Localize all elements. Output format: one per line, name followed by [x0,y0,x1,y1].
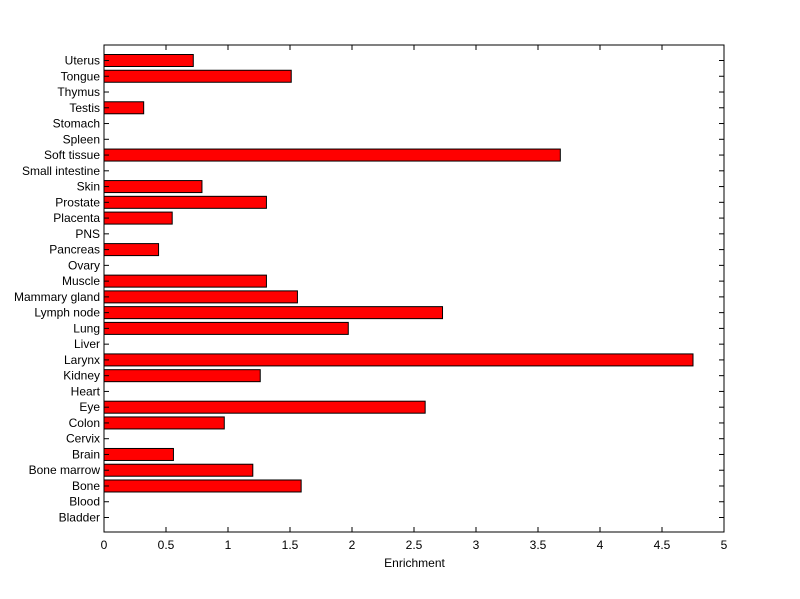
category-label: Small intestine [22,164,100,178]
bar [103,274,267,288]
x-tick-label: 0.5 [158,538,175,552]
bar [103,290,298,304]
plot-area [104,45,724,532]
x-tick-label: 5 [721,538,728,552]
category-label: Prostate [55,195,100,209]
bar [103,321,349,335]
bar [103,101,145,115]
bar [103,180,203,194]
plot-frame [103,44,725,533]
category-label: Lymph node [34,306,100,320]
bar [103,353,694,367]
x-tick-label: 3.5 [530,538,547,552]
category-label: Skin [77,180,100,194]
category-label: Ovary [68,258,100,272]
category-label: Stomach [53,117,100,131]
category-label: Bone [72,479,100,493]
category-label: Cervix [66,432,100,446]
x-tick-label: 2 [349,538,356,552]
x-tick-label: 2.5 [406,538,423,552]
x-tick-labels-group: 0 0.5 1 1.5 2 2.5 3 3.5 4 4.5 5 [101,538,728,552]
bar [103,306,444,320]
bar [103,400,426,414]
category-label: Mammary gland [14,290,100,304]
category-label: Testis [69,101,100,115]
bar [103,447,174,461]
x-tick-label: 3 [473,538,480,552]
category-label: PNS [75,227,100,241]
bar [103,369,261,383]
category-label: Lung [73,321,100,335]
category-label: Blood [69,495,100,509]
x-tick-label: 1.5 [282,538,299,552]
category-label: Heart [71,384,101,398]
bar [103,243,160,257]
x-tick-label: 4 [597,538,604,552]
category-label: Brain [72,447,100,461]
category-label: Larynx [64,353,100,367]
bar [103,211,173,225]
category-label: Tongue [61,69,101,83]
x-axis-label: Enrichment [384,556,445,570]
category-label: Uterus [65,54,100,68]
category-label: Bladder [59,511,100,525]
bar [103,148,561,162]
x-tick-label: 4.5 [654,538,671,552]
category-label: Spleen [63,132,100,146]
category-label: Colon [69,416,100,430]
x-tick-label: 1 [225,538,232,552]
bar [103,463,254,477]
category-label: Kidney [63,369,100,383]
category-label: Placenta [53,211,100,225]
bar [103,195,267,209]
category-label: Eye [79,400,100,414]
bar [103,54,194,67]
bar [103,479,302,493]
bar [103,416,225,430]
category-label: Muscle [62,274,100,288]
bar [103,69,292,83]
x-tick-label: 0 [101,538,108,552]
category-label: Pancreas [49,243,100,257]
category-label: Bone marrow [29,463,101,477]
category-label: Liver [74,337,100,351]
category-label: Thymus [57,85,100,99]
category-label: Soft tissue [44,148,100,162]
